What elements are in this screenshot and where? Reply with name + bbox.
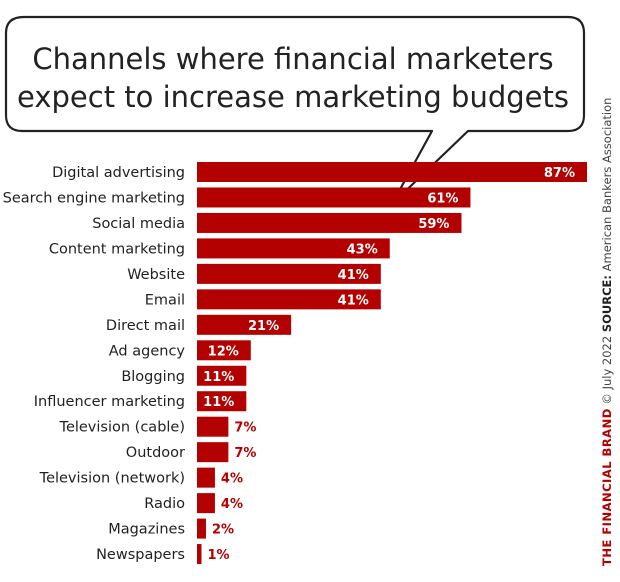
bar xyxy=(197,238,390,259)
bar xyxy=(197,187,471,208)
source-name: American Bankers Association xyxy=(600,97,614,275)
value-label: 7% xyxy=(234,446,256,461)
category-label: Content marketing xyxy=(49,241,185,257)
value-label: 41% xyxy=(338,293,369,308)
category-label: Television (network) xyxy=(39,471,185,487)
value-label: 59% xyxy=(418,217,449,232)
value-label: 61% xyxy=(427,191,458,206)
bar xyxy=(197,289,381,310)
value-label: 1% xyxy=(207,548,229,563)
chart-title-line-1: Channels where financial marketers xyxy=(32,42,554,76)
bar xyxy=(197,365,247,386)
category-label: Outdoor xyxy=(126,445,185,461)
value-label: 4% xyxy=(221,472,243,487)
value-label: 12% xyxy=(208,344,239,359)
category-label: Television (cable) xyxy=(59,420,185,436)
category-label: Magazines xyxy=(108,522,185,538)
value-label: 2% xyxy=(212,523,234,538)
bar xyxy=(197,340,251,361)
category-label: Influencer marketing xyxy=(34,394,185,410)
chart-title-line-2: expect to increase marketing budgets xyxy=(17,80,569,114)
bar xyxy=(197,544,202,565)
source-label: SOURCE: xyxy=(600,275,614,333)
category-label: Ad agency xyxy=(109,343,186,359)
bar xyxy=(197,162,587,182)
bar-chart: Digital advertising 87% Search engine mark… xyxy=(3,162,587,565)
bar xyxy=(197,467,215,488)
value-label: 41% xyxy=(338,268,369,283)
side-credit: THE FINANCIAL BRAND © July 2022 SOURCE: … xyxy=(600,98,614,566)
value-label: 21% xyxy=(248,319,279,334)
category-label: Digital advertising xyxy=(52,165,185,181)
category-label: Social media xyxy=(92,216,185,232)
credit-date: © July 2022 xyxy=(600,332,614,409)
value-label: 11% xyxy=(203,395,234,410)
category-label: Radio xyxy=(144,496,185,512)
value-label: 7% xyxy=(234,421,256,436)
bar xyxy=(197,416,229,437)
bar xyxy=(197,391,247,412)
chart-title: Channels where financial marketers expec… xyxy=(6,30,580,126)
category-label: Website xyxy=(127,267,185,283)
category-label: Blogging xyxy=(121,369,185,385)
bar xyxy=(197,442,229,463)
bar xyxy=(197,314,292,335)
bar xyxy=(197,263,381,284)
value-label: 4% xyxy=(221,497,243,512)
category-label: Email xyxy=(145,292,185,308)
bar xyxy=(197,518,206,539)
value-label: 87% xyxy=(544,166,575,181)
bar xyxy=(197,493,215,514)
category-label: Search engine marketing xyxy=(3,190,185,206)
brand-logo-text: THE FINANCIAL BRAND xyxy=(600,408,614,566)
category-label: Newspapers xyxy=(96,547,185,563)
bar xyxy=(197,212,462,233)
category-label: Direct mail xyxy=(106,318,185,334)
value-label: 43% xyxy=(347,242,378,257)
value-label: 11% xyxy=(203,370,234,385)
